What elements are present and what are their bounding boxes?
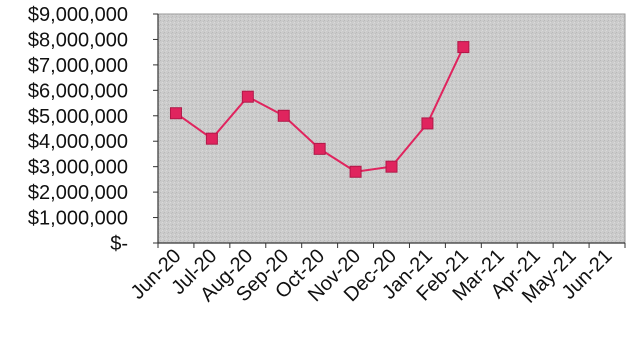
y-tick-label: $2,000,000 xyxy=(28,182,128,204)
data-point-marker xyxy=(277,109,290,122)
data-point-marker xyxy=(457,41,470,54)
y-tick-label: $1,000,000 xyxy=(28,208,128,230)
data-point-marker xyxy=(385,160,398,173)
y-tick-label: $3,000,000 xyxy=(28,157,128,179)
data-point-marker xyxy=(349,165,362,178)
data-point-marker xyxy=(205,132,218,145)
y-tick-label: $7,000,000 xyxy=(28,55,128,77)
data-point-marker xyxy=(313,142,326,155)
data-point-marker xyxy=(241,90,254,103)
data-point-marker xyxy=(421,117,434,130)
plot-background xyxy=(158,14,625,243)
y-tick-label: $- xyxy=(110,233,128,255)
y-tick-label: $6,000,000 xyxy=(28,80,128,102)
y-tick-label: $8,000,000 xyxy=(28,29,128,51)
y-tick-label: $4,000,000 xyxy=(28,131,128,153)
y-tick-label: $5,000,000 xyxy=(28,106,128,128)
data-point-marker xyxy=(169,107,182,120)
y-tick-label: $9,000,000 xyxy=(28,4,128,26)
